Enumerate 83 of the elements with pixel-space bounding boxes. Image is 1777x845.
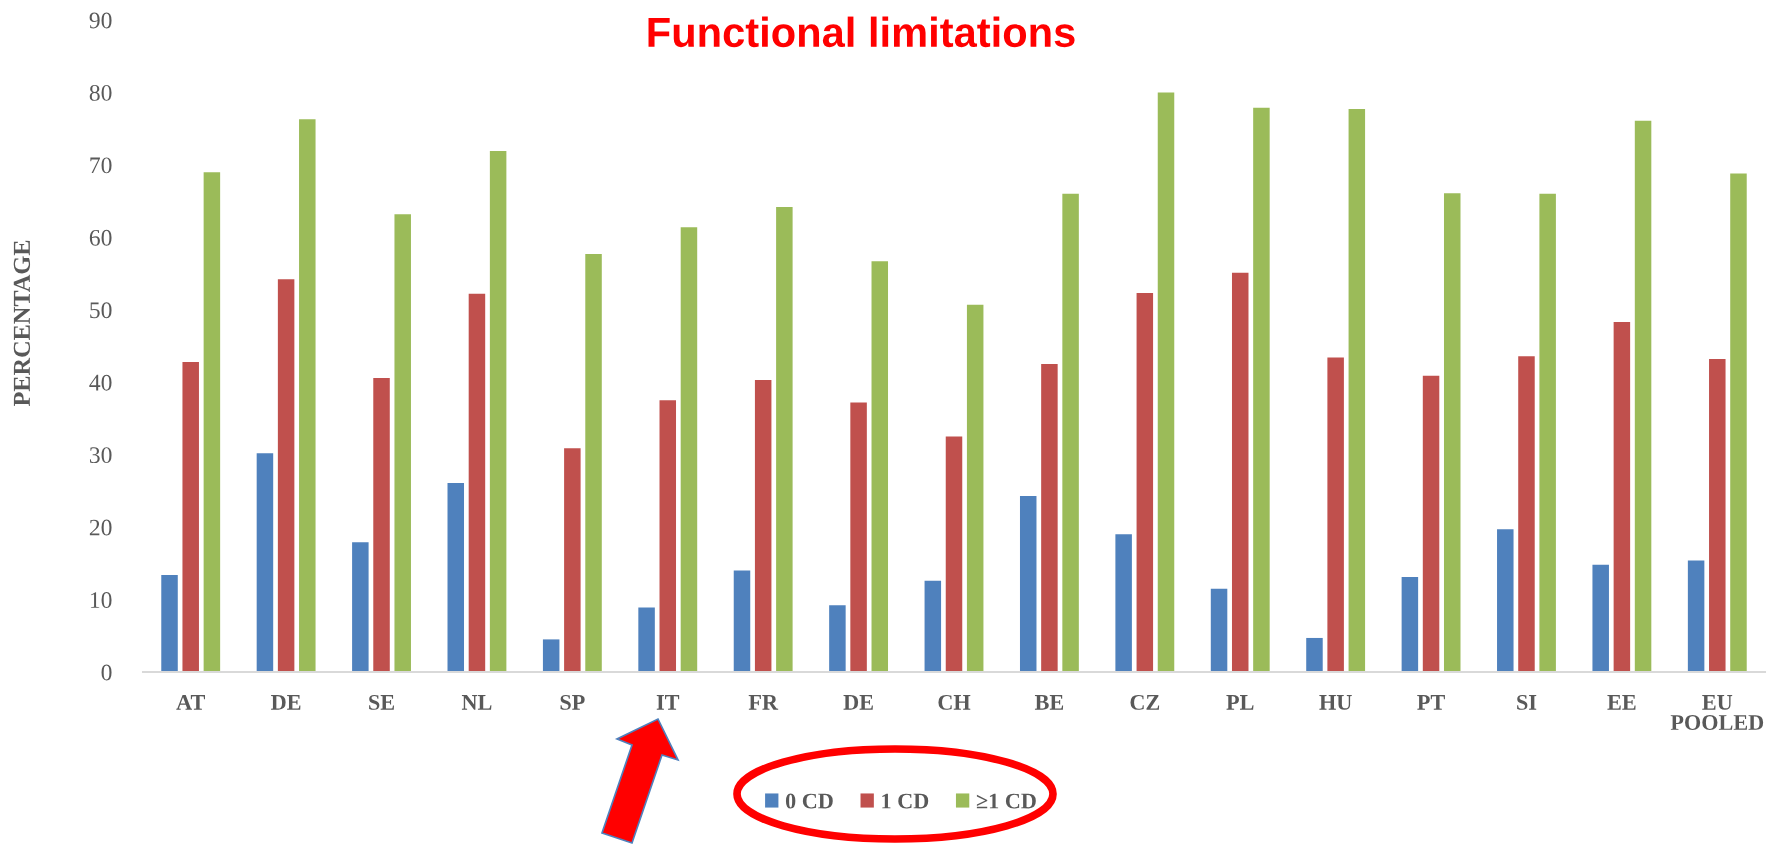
bar — [1518, 356, 1535, 672]
bar — [564, 448, 581, 672]
x-tick-label: BE — [1034, 695, 1064, 710]
bar — [182, 361, 199, 672]
y-tick-label: 40 — [89, 374, 112, 391]
chart-title: Functional limitations — [648, 16, 1075, 48]
y-tick-label: 20 — [89, 519, 112, 536]
bar — [1019, 495, 1037, 672]
y-tick-label: 90 — [89, 12, 112, 29]
bar — [1730, 173, 1747, 672]
bar — [966, 304, 984, 672]
y-tick-label: 70 — [90, 157, 112, 174]
y-tick-label: 0 — [101, 664, 112, 681]
bar — [203, 172, 221, 672]
bar — [373, 377, 390, 672]
bar — [1613, 322, 1631, 672]
bar — [850, 402, 867, 672]
y-tick-label: 80 — [89, 84, 112, 101]
y-tick-label: 30 — [89, 447, 112, 464]
x-tick-label: EE — [1607, 695, 1636, 710]
y-tick-label: 50 — [90, 302, 112, 319]
bar — [1709, 359, 1726, 672]
bar — [1210, 588, 1228, 672]
bar — [1687, 560, 1705, 672]
x-tick-label: NL — [461, 695, 492, 710]
bar — [299, 119, 316, 672]
x-tick-label: SE — [369, 694, 394, 710]
bar — [585, 254, 602, 672]
bar — [1062, 193, 1079, 672]
legend-label: ≥1 CD — [976, 793, 1036, 809]
bar — [1348, 109, 1366, 672]
bar — [489, 151, 507, 672]
bar — [468, 293, 486, 672]
legend-label: 1 CD — [882, 793, 929, 809]
bar — [256, 453, 274, 672]
bar — [924, 580, 942, 672]
x-tick-label: FR — [748, 695, 779, 710]
bar — [161, 574, 178, 672]
bar — [1157, 92, 1175, 672]
bar — [1231, 272, 1249, 672]
bar — [1041, 364, 1058, 672]
bar — [542, 639, 560, 672]
x-tick-label: IT — [656, 695, 680, 710]
bar — [945, 436, 963, 672]
bar — [1327, 357, 1344, 672]
bar — [754, 380, 772, 672]
y-axis-title: PERCENTAGE — [13, 240, 31, 407]
bar — [1306, 637, 1323, 672]
x-tick-label: HU — [1319, 695, 1352, 710]
bar — [638, 607, 655, 672]
bar — [680, 227, 698, 672]
bar — [1634, 120, 1652, 672]
bar — [352, 542, 369, 672]
x-tick-label: DE — [271, 695, 301, 710]
bar — [776, 206, 793, 672]
bar — [1539, 193, 1556, 672]
bar — [733, 570, 751, 672]
bar — [1401, 577, 1419, 672]
bar — [447, 482, 465, 672]
x-tick-label: AT — [176, 694, 205, 710]
bar — [1422, 375, 1440, 672]
bar — [1592, 564, 1609, 672]
x-tick-label: EU POOLED — [1670, 695, 1764, 731]
x-tick-label: DE — [843, 695, 873, 710]
bar — [871, 261, 889, 672]
bar — [394, 214, 411, 672]
bar — [659, 400, 677, 672]
x-tick-label: CZ — [1130, 694, 1160, 710]
bar — [1253, 107, 1270, 672]
x-tick-label: SP — [560, 694, 585, 710]
x-tick-label: PL — [1226, 695, 1254, 710]
legend-label: 0 CD — [785, 793, 833, 809]
x-tick-label: CH — [938, 694, 971, 710]
bar — [829, 605, 846, 672]
bar — [1443, 193, 1461, 672]
bar — [277, 279, 295, 672]
x-tick-label: PT — [1417, 695, 1445, 710]
bar — [1497, 529, 1514, 672]
x-tick-label: SI — [1517, 694, 1537, 710]
y-tick-label: 60 — [89, 229, 112, 246]
bar — [1136, 293, 1154, 672]
bar — [1115, 534, 1132, 672]
y-tick-label: 10 — [90, 592, 112, 608]
